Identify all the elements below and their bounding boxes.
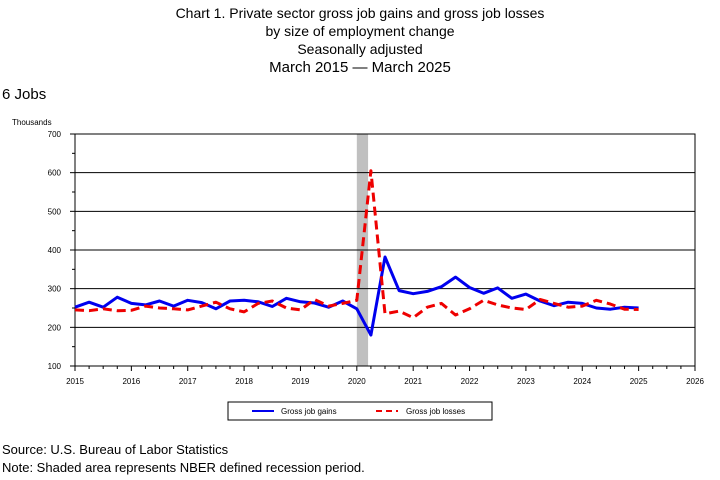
line-chart: 100 200 300 400 500 600 700 2015 2016 2017 2018 201…	[48, 130, 704, 421]
y-tick-label: 600	[48, 169, 62, 178]
x-tick-label: 2021	[404, 377, 422, 386]
x-tick-label: 2019	[292, 377, 310, 386]
title-line-1: Chart 1. Private sector gross job gains …	[175, 5, 545, 21]
legend-losses-label: Gross job losses	[406, 407, 465, 416]
x-tick-label: 2015	[66, 377, 84, 386]
x-tick-label: 2022	[461, 377, 479, 386]
y-tick-label: 200	[48, 323, 62, 332]
date-range: March 2015 — March 2025	[269, 59, 451, 76]
y-tick-label: 300	[48, 285, 62, 294]
source-note: Source: U.S. Bureau of Labor Statistics	[2, 442, 229, 457]
y-tick-label: 700	[48, 130, 62, 139]
gross-job-losses-line	[74, 169, 639, 320]
x-tick-label: 2020	[348, 377, 366, 386]
x-tick-label: 2017	[179, 377, 197, 386]
y-tick-label: 500	[48, 207, 62, 216]
x-tick-label: 2018	[235, 377, 253, 386]
x-tick-label: 2025	[630, 377, 648, 386]
y-tick-label: 100	[48, 362, 62, 371]
title-line-2: by size of employment change	[265, 23, 455, 39]
title-line-3: Seasonally adjusted	[297, 41, 423, 57]
gross-job-gains-line	[74, 255, 639, 337]
x-tick-label: 2024	[573, 377, 591, 386]
x-tick-label: 2026	[686, 377, 704, 386]
recession-note: Note: Shaded area represents NBER define…	[2, 460, 365, 475]
y-tick-label: 400	[48, 246, 62, 255]
chart-title: Chart 1. Private sector gross job gains …	[0, 4, 720, 77]
y-axis-units-label: Thousands	[12, 118, 52, 127]
x-tick-label: 2016	[122, 377, 140, 386]
legend-gains-label: Gross job gains	[281, 407, 337, 416]
legend-box	[227, 401, 493, 421]
size-class-label: 6 Jobs	[2, 86, 47, 103]
x-tick-label: 2023	[517, 377, 535, 386]
